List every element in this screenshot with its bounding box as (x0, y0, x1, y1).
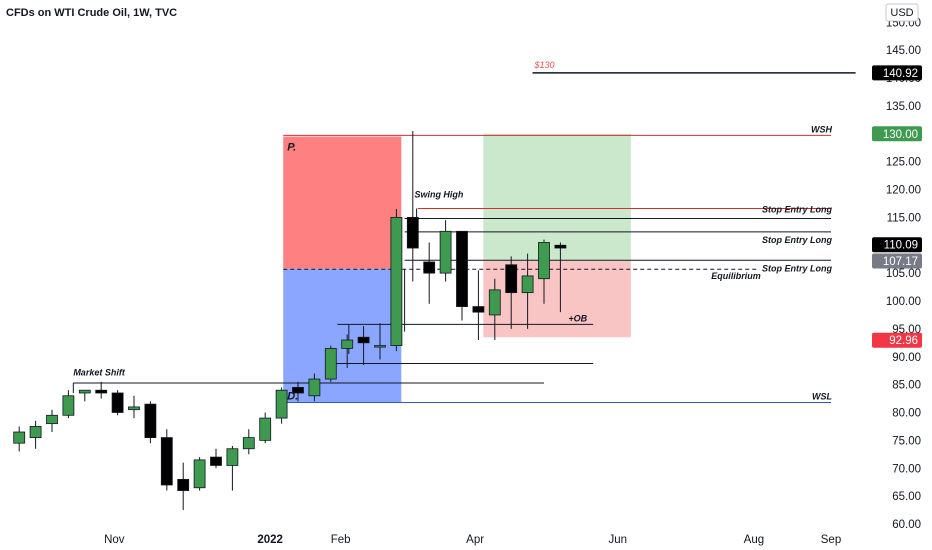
candle-body (13, 431, 26, 444)
x-tick-label: Sep (821, 534, 841, 546)
candle-body (193, 459, 206, 489)
candle-body (128, 406, 140, 411)
y-tick-label: 105.00 (886, 268, 921, 280)
level-label-ob: +OB (568, 313, 587, 323)
candle-body (439, 230, 452, 274)
candle-body (488, 289, 501, 316)
y-tick-label: 120.00 (886, 185, 921, 197)
candle-body (95, 389, 108, 394)
candle-body (406, 216, 419, 249)
y-tick-label: 80.00 (892, 408, 921, 420)
y-tick-label: 70.00 (892, 463, 921, 475)
candle-body (423, 261, 436, 274)
price-tag (872, 126, 922, 142)
annotation-swing-high: Swing High (414, 190, 463, 200)
currency-box (885, 3, 919, 22)
candle-body (62, 395, 75, 416)
x-tick-label: Feb (331, 534, 351, 546)
y-tick-label: 75.00 (892, 435, 921, 447)
candle-body (456, 230, 468, 307)
candle-body (538, 242, 550, 280)
zone-premium (283, 136, 402, 269)
candle-body (472, 306, 485, 313)
candle-body (259, 417, 272, 441)
y-tick-label: 125.00 (886, 157, 921, 169)
y-tick-label: 65.00 (892, 491, 921, 503)
y-tick-label: 115.00 (887, 212, 921, 224)
candle-body (341, 339, 354, 349)
zone-label-premium: P. (287, 142, 296, 154)
y-tick-label: 90.00 (892, 352, 921, 364)
price-tag (872, 65, 922, 81)
candle-body (390, 216, 403, 347)
currency-label: USD (890, 7, 913, 19)
candle-body (46, 414, 58, 425)
candle-body (308, 378, 321, 397)
candle-body (292, 387, 304, 394)
candle-body (160, 437, 173, 486)
x-tick-label: Jun (609, 534, 628, 546)
level-label-stop-entry-2: Stop Entry Long (762, 235, 832, 245)
x-tick-label: 2022 (257, 534, 283, 546)
candle-body (324, 347, 337, 380)
price-tag-label: 140.92 (883, 68, 918, 80)
candle-body (521, 275, 534, 294)
y-tick-label: 85.00 (892, 380, 921, 392)
candle-body (210, 456, 222, 466)
price-tag-label: 92.96 (889, 335, 918, 347)
price-tag (872, 332, 922, 348)
candle-body (505, 264, 518, 294)
x-tick-label: Nov (104, 534, 125, 546)
level-label-stop-entry-3: Stop Entry Long (762, 263, 832, 273)
x-tick-label: Aug (744, 534, 764, 546)
annotation-market-shift: Market Shift (73, 367, 126, 377)
y-tick-label: 145.00 (886, 45, 921, 57)
zone-target (483, 133, 631, 262)
candle-body (357, 336, 370, 344)
candle-body (226, 448, 239, 466)
price-tag-label: 130.00 (883, 129, 918, 141)
price-tag (872, 253, 922, 269)
candle-body (242, 437, 255, 450)
level-label-target-130: $130 (534, 60, 555, 70)
level-label-wsh: WSH (811, 124, 832, 134)
candle-body (144, 403, 157, 438)
y-tick-label: 100.00 (886, 296, 921, 308)
price-tag-label: 110.09 (884, 240, 918, 252)
candle-body (554, 244, 567, 249)
level-label-stop-entry-1: Stop Entry Long (762, 204, 832, 214)
y-tick-label: 135.00 (886, 101, 921, 113)
price-tag (872, 237, 922, 253)
candle-body (78, 389, 91, 394)
candle-body (374, 345, 386, 348)
level-label-wsl: WSL (812, 391, 832, 401)
price-tag-label: 107.17 (883, 256, 918, 268)
chart-title: CFDs on WTI Crude Oil, 1W, TVC (6, 7, 178, 19)
y-tick-label: 60.00 (892, 519, 921, 531)
candle-body (177, 478, 190, 491)
zone-label-discount: D. (287, 390, 298, 402)
candle-body (111, 392, 124, 413)
candle-body (29, 426, 42, 438)
level-label-equilibrium: Equilibrium (711, 271, 761, 281)
x-tick-label: Apr (466, 534, 484, 546)
zone-discount (283, 268, 402, 403)
candle-body (275, 389, 288, 419)
